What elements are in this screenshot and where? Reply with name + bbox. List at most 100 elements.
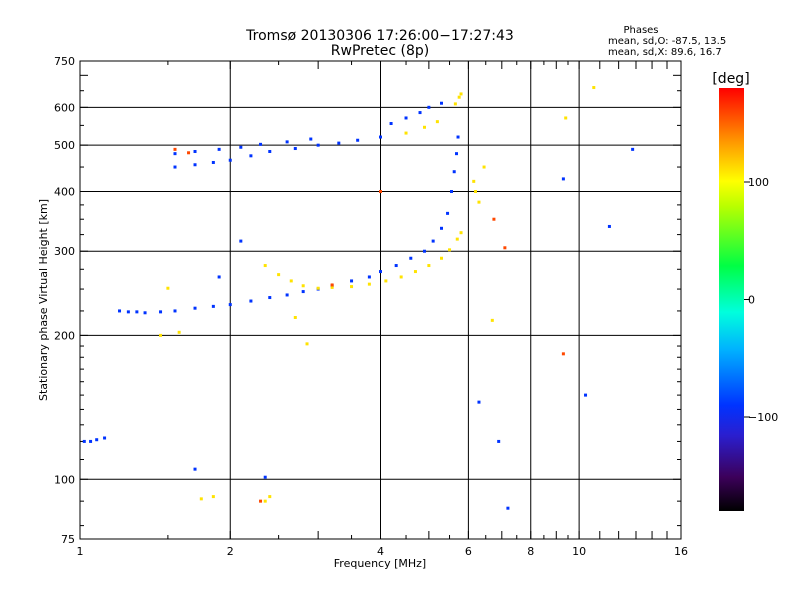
- data-point: [259, 142, 263, 146]
- y-tick-label: 100: [54, 473, 75, 486]
- y-tick-label: 300: [54, 245, 75, 258]
- data-point: [118, 309, 122, 313]
- data-point: [399, 275, 403, 279]
- data-point: [173, 309, 177, 313]
- data-point: [506, 506, 510, 510]
- data-point: [448, 248, 452, 252]
- data-point: [446, 211, 450, 215]
- y-tick-label: 500: [54, 139, 75, 152]
- data-point: [459, 92, 463, 96]
- data-point: [367, 282, 371, 286]
- data-point: [193, 467, 197, 471]
- data-point: [159, 310, 163, 314]
- data-point: [427, 264, 431, 268]
- y-tick-label: 600: [54, 101, 75, 114]
- data-point: [193, 306, 197, 310]
- data-point: [305, 342, 309, 346]
- data-point: [268, 296, 272, 300]
- data-point: [159, 333, 163, 337]
- data-point: [337, 141, 341, 145]
- data-point: [455, 237, 459, 241]
- data-point: [367, 275, 371, 279]
- y-tick-label: 750: [54, 55, 75, 68]
- data-point: [427, 105, 431, 109]
- data-point: [473, 189, 477, 193]
- y-tick-label: 400: [54, 185, 75, 198]
- colorbar-ticks: 100 0 −100: [744, 176, 778, 424]
- stats-o-line: mean, sd,O: -87.5, 13.5: [608, 36, 726, 47]
- data-point: [330, 283, 334, 287]
- data-point: [228, 303, 232, 307]
- data-point: [135, 310, 139, 314]
- data-point: [199, 497, 203, 501]
- data-point: [301, 284, 305, 288]
- data-point: [459, 231, 463, 235]
- data-point: [453, 102, 457, 106]
- data-point: [289, 279, 293, 283]
- data-point: [173, 152, 177, 156]
- data-point: [440, 101, 444, 105]
- data-point: [456, 135, 460, 139]
- data-point: [472, 179, 476, 183]
- colorbar-tick-label: 100: [748, 176, 769, 189]
- data-point: [440, 256, 444, 260]
- data-point: [379, 135, 382, 139]
- x-tick-label: 2: [227, 545, 234, 558]
- data-point: [440, 226, 444, 230]
- data-point: [173, 147, 177, 151]
- data-point: [404, 116, 408, 120]
- data-point: [103, 436, 107, 440]
- colorbar-tick-label: 0: [748, 294, 755, 307]
- x-tick-label: 4: [377, 545, 384, 558]
- data-point: [249, 299, 253, 303]
- x-axis-label: Frequency [MHz]: [334, 557, 426, 570]
- data-point: [166, 286, 170, 290]
- data-point: [564, 116, 568, 120]
- x-tick-label: 16: [674, 545, 688, 558]
- data-point: [379, 270, 382, 274]
- data-point: [126, 310, 130, 314]
- data-point: [263, 264, 267, 268]
- data-point: [211, 160, 215, 164]
- data-point: [268, 149, 272, 153]
- data-point: [217, 275, 221, 279]
- data-point: [404, 131, 408, 135]
- y-tick-label: 200: [54, 329, 75, 342]
- data-point: [309, 137, 313, 141]
- data-point: [431, 239, 435, 243]
- data-point: [561, 352, 565, 356]
- data-point: [497, 439, 501, 443]
- axis-ticks: [79, 60, 682, 539]
- tick-labels: 1 2 4 6 8 10 16 75 100 200 300 400 500 600 750: [54, 55, 688, 558]
- data-point: [293, 147, 297, 151]
- data-point: [187, 151, 191, 155]
- data-point: [477, 400, 481, 404]
- data-point: [330, 285, 334, 289]
- data-point: [422, 125, 426, 129]
- data-point: [316, 143, 320, 147]
- data-point: [449, 189, 453, 193]
- colorbar-tick-label: −100: [748, 411, 778, 424]
- data-point: [435, 120, 439, 124]
- data-point: [228, 158, 232, 162]
- data-point: [394, 264, 398, 268]
- data-point: [455, 152, 459, 156]
- x-tick-label: 10: [572, 545, 586, 558]
- data-point: [490, 318, 494, 322]
- data-point: [418, 111, 422, 115]
- data-point: [492, 217, 496, 221]
- data-point: [477, 200, 481, 204]
- data-point: [316, 286, 320, 290]
- stats-heading: Phases: [623, 25, 658, 36]
- data-point: [177, 330, 181, 334]
- data-point: [413, 270, 417, 274]
- data-point: [259, 499, 263, 503]
- colorbar-unit-label: [deg]: [712, 71, 749, 87]
- data-point: [211, 495, 215, 499]
- chart-title-line2: RwPretec (8p): [331, 43, 429, 59]
- data-point: [452, 170, 456, 174]
- data-point: [277, 273, 281, 277]
- data-point: [561, 177, 565, 181]
- chart-title-line1: Tromsø 20130306 17:26:00−17:27:43: [245, 28, 514, 44]
